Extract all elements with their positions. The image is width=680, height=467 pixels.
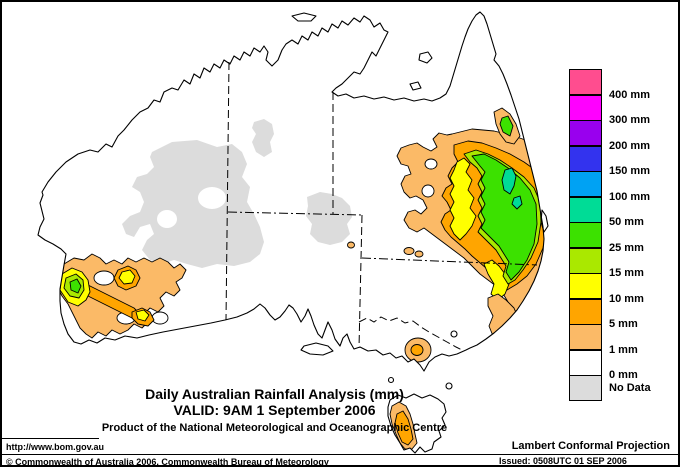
legend-swatch <box>569 375 602 401</box>
rainfall-southwest-system <box>57 253 187 339</box>
legend-label: 10 mm <box>609 292 644 305</box>
legend-label: 1 mm <box>609 343 638 356</box>
legend-label: 100 mm <box>609 190 650 203</box>
coastline <box>37 11 549 454</box>
legend-label: 15 mm <box>609 267 644 279</box>
footer-divider <box>2 454 678 455</box>
legend-label: 50 mm <box>609 216 644 228</box>
legend-swatch <box>569 324 602 350</box>
rainfall-tasmania-patch <box>389 401 418 450</box>
legend-swatch <box>569 273 602 299</box>
rainfall-victoria-spot <box>404 337 432 363</box>
map-product-credit: Product of the National Meteorological a… <box>101 422 448 434</box>
legend-label: 400 mm <box>609 88 650 101</box>
island-flinders <box>445 382 453 390</box>
no-data-regions <box>122 119 352 268</box>
legend-swatch <box>569 171 602 197</box>
legend-label: 5 mm <box>609 318 638 330</box>
island-fraser <box>540 209 549 233</box>
act-border <box>450 330 458 338</box>
legend-swatch <box>569 298 602 325</box>
legend-swatch <box>569 94 602 121</box>
legend-label: 150 mm <box>609 165 650 177</box>
legend-label: 200 mm <box>609 139 650 152</box>
map-title: Daily Australian Rainfall Analysis (mm) <box>145 386 404 402</box>
legend-swatch <box>569 222 602 248</box>
legend-swatch <box>569 69 602 95</box>
rainfall-east-system <box>347 107 544 343</box>
legend-swatch <box>569 196 602 223</box>
legend-swatch <box>569 247 602 274</box>
footer-divider-short <box>2 438 99 439</box>
copyright-notice: © Commonwealth of Australia 2006, Common… <box>6 457 329 467</box>
bom-url: http://www.bom.gov.au <box>6 442 104 452</box>
island-groote <box>418 51 433 64</box>
island-kangaroo <box>300 342 334 356</box>
state-borders <box>225 61 538 352</box>
legend-label: 300 mm <box>609 114 650 126</box>
legend-label: 0 mm <box>609 369 638 381</box>
island-king <box>387 376 395 384</box>
legend-swatch <box>569 349 602 376</box>
legend-label: 25 mm <box>609 241 644 254</box>
island-melville <box>291 12 317 22</box>
legend-swatch <box>569 120 602 146</box>
map-valid-time: VALID: 9AM 1 September 2006 <box>173 402 376 418</box>
island-mornington <box>409 81 422 91</box>
projection-label: Lambert Conformal Projection <box>511 440 670 452</box>
legend-label: No Data <box>609 381 651 394</box>
issued-timestamp: Issued: 0508UTC 01 SEP 2006 <box>499 456 627 466</box>
legend-swatch <box>569 145 602 172</box>
